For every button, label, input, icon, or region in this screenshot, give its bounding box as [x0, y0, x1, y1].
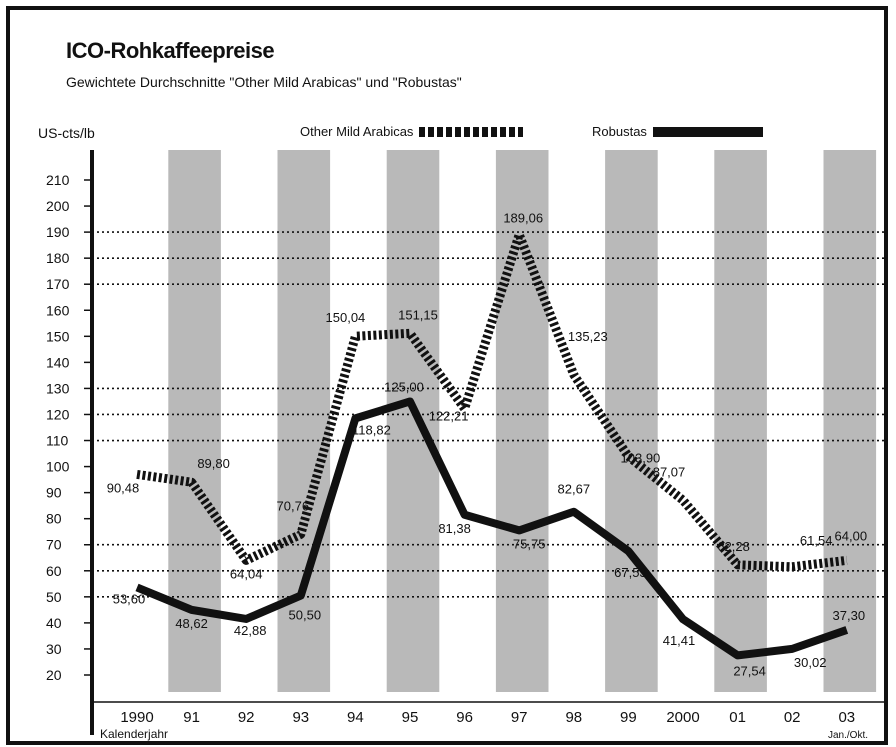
x-tick-label: 95 [402, 709, 419, 726]
data-label: 30,02 [794, 655, 827, 670]
data-label: 64,04 [230, 566, 263, 581]
data-label: 87,07 [653, 464, 686, 479]
year-band [823, 150, 877, 692]
x-tick-label: 92 [238, 709, 255, 726]
chart-subtitle: Gewichtete Durchschnitte "Other Mild Ara… [66, 74, 462, 90]
x-tick-label: 02 [784, 709, 801, 726]
data-label: 118,82 [352, 422, 391, 437]
y-tick-label: 180 [46, 250, 70, 266]
y-tick-label: 200 [46, 198, 70, 214]
y-tick-label: 150 [46, 328, 70, 344]
y-tick-label: 160 [46, 302, 70, 318]
data-label: 89,80 [197, 456, 230, 471]
data-label: 62,28 [717, 539, 750, 554]
data-label: 27,54 [733, 663, 766, 678]
x-tick-label: 2000 [666, 709, 699, 726]
data-label: 41,41 [663, 633, 696, 648]
year-band [714, 150, 767, 692]
y-tick-label: 90 [46, 485, 62, 501]
y-tick-label: 30 [46, 641, 62, 657]
data-label: 151,15 [398, 307, 438, 322]
x-tick-label: 94 [347, 709, 364, 726]
series-line-robustas [135, 397, 849, 660]
data-label: 125,00 [384, 379, 424, 394]
legend-swatch-dashed [419, 126, 524, 137]
data-label: 90,48 [107, 480, 140, 495]
year-band [386, 150, 440, 692]
x-tick-label: 91 [183, 709, 200, 726]
x-tick-label: 99 [620, 709, 637, 726]
footnote: Jan./Okt. [828, 730, 869, 741]
y-tick-label: 50 [46, 589, 62, 605]
data-label: 135,23 [568, 329, 608, 344]
x-tick-label: 01 [729, 709, 746, 726]
series-line-arabicas [136, 230, 848, 572]
data-label: 50,50 [289, 608, 322, 623]
data-label: 67,53 [614, 565, 647, 580]
data-label: 75,75 [513, 536, 546, 551]
legend-label-arabicas: Other Mild Arabicas [300, 124, 414, 139]
x-tick-label: 98 [565, 709, 582, 726]
data-label: 64,00 [835, 528, 868, 543]
x-axis-label: Kalenderjahr [100, 727, 169, 741]
data-label: 122,21 [429, 409, 469, 424]
y-axis-label: US-cts/lb [38, 125, 95, 141]
y-tick-label: 20 [46, 667, 62, 683]
year-band [605, 150, 658, 692]
legend-swatch-solid [652, 126, 763, 137]
legend-label-robustas: Robustas [592, 124, 647, 139]
y-tick-label: 140 [46, 354, 70, 370]
y-tick-label: 70 [46, 537, 62, 553]
data-label: 53,60 [113, 591, 146, 606]
data-label: 150,04 [326, 310, 366, 325]
x-tick-label: 96 [456, 709, 473, 726]
data-label: 61,54 [800, 533, 833, 548]
legend-item-arabicas: Other Mild Arabicas [300, 124, 524, 139]
x-tick-label: 97 [511, 709, 528, 726]
legend-item-robustas: Robustas [592, 124, 763, 139]
y-tick-label: 130 [46, 380, 70, 396]
data-label: 42,88 [234, 623, 267, 638]
y-tick-label: 110 [46, 433, 69, 449]
x-tick-label: 1990 [120, 709, 153, 726]
chart-title: ICO-Rohkaffeepreise [66, 38, 275, 63]
year-band [495, 150, 549, 692]
y-tick-label: 210 [46, 172, 70, 188]
y-tick-label: 60 [46, 563, 62, 579]
data-label: 189,06 [503, 211, 543, 226]
x-tick-label: 93 [292, 709, 309, 726]
y-tick-label: 100 [46, 459, 70, 475]
y-tick-label: 40 [46, 615, 62, 631]
data-label: 103,90 [621, 450, 661, 465]
data-label: 82,67 [558, 482, 591, 497]
y-tick-label: 80 [46, 511, 62, 527]
y-tick-label: 170 [46, 276, 70, 292]
data-label: 37,30 [833, 608, 866, 623]
data-label: 48,62 [175, 616, 208, 631]
x-tick-label: 03 [838, 709, 855, 726]
y-tick-label: 190 [46, 224, 70, 240]
data-label: 70,76 [277, 498, 310, 513]
data-label: 81,38 [438, 521, 471, 536]
y-tick-label: 120 [46, 406, 70, 422]
